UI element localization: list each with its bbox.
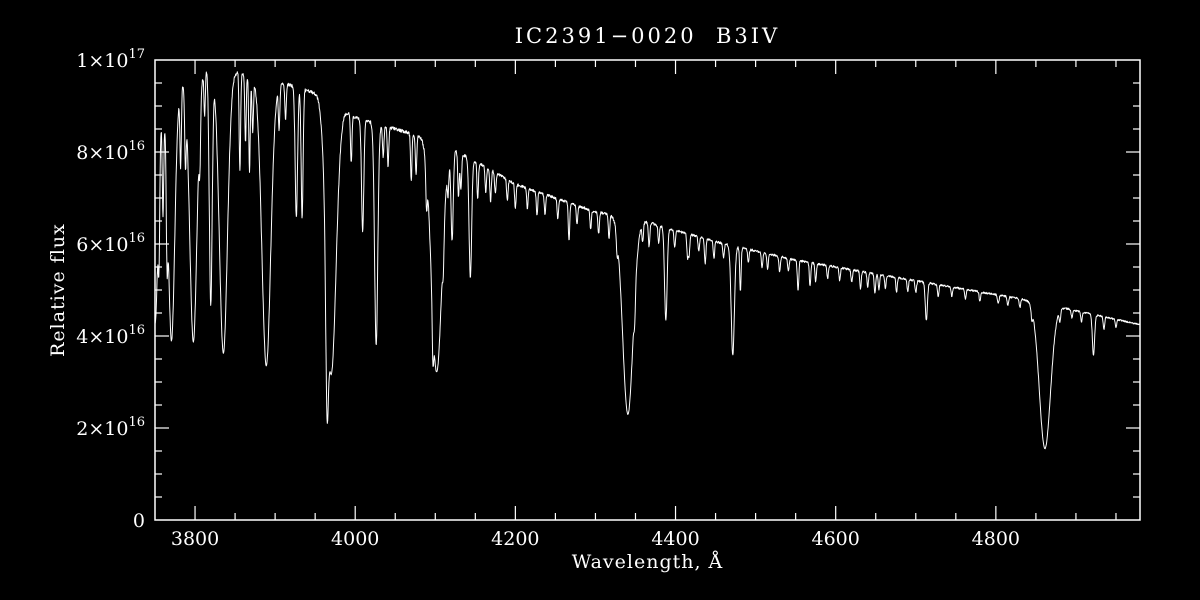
x-tick-label: 4400 [651, 528, 699, 550]
y-tick-label: 4×1016 [76, 323, 145, 348]
axes-box [154, 59, 1141, 521]
x-axis-label: Wavelength, Å [571, 551, 724, 573]
x-tick-label: 3800 [171, 528, 219, 550]
y-tick-label: 1×1017 [76, 47, 145, 72]
x-tick-label: 4800 [972, 528, 1020, 550]
x-tick-label: 4000 [331, 528, 379, 550]
x-tick-label: 4200 [491, 528, 539, 550]
y-tick-label: 8×1016 [76, 139, 145, 164]
y-tick-label: 2×1016 [76, 415, 145, 440]
chart-title: IC2391−0020 B3IV [514, 24, 781, 48]
x-tick-label: 4600 [812, 528, 860, 550]
y-axis-label: Relative flux [47, 223, 69, 357]
y-tick-label: 6×1016 [76, 231, 145, 256]
y-tick-label: 0 [133, 510, 145, 532]
spectrum-trace [154, 71, 1141, 450]
